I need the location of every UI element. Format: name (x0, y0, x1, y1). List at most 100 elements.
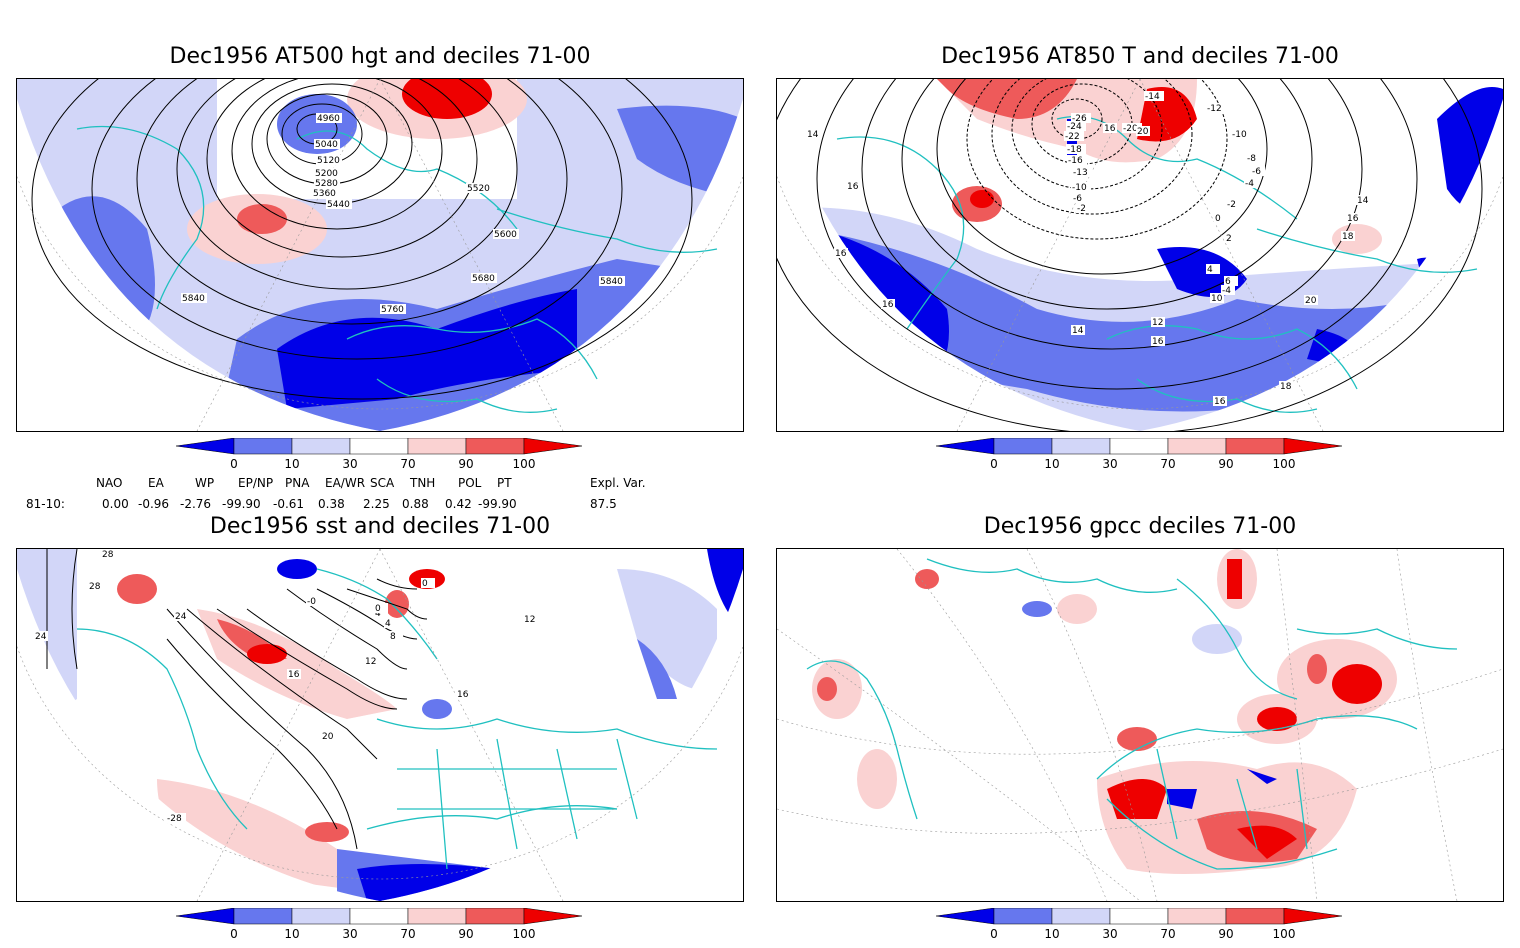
contour-label-background (1346, 213, 1360, 223)
colorbar-segment-1 (1051, 907, 1111, 925)
colorbar-segment-3 (407, 437, 467, 455)
index-value: -0.61 (273, 497, 305, 511)
index-value: 0.00 (102, 497, 129, 511)
colorbar-tick-label: 30 (342, 927, 357, 941)
contour-label: 4 (1207, 265, 1213, 275)
contour-label: 16 (847, 182, 859, 192)
colorbar-segment-0 (993, 907, 1053, 925)
contour-label: 14 (1357, 196, 1369, 206)
contour-label-background (1341, 231, 1355, 241)
index-header: SCA (370, 476, 395, 490)
index-header: PNA (285, 476, 310, 490)
contour-label-background (1244, 178, 1258, 188)
contour-label: 5600 (494, 230, 517, 240)
index-header: PT (497, 476, 512, 490)
contour-label-background (493, 229, 519, 239)
colorbar-segment-below-0 (175, 907, 235, 925)
colorbar-segment-below-0 (175, 437, 235, 455)
colorbar-segment-0 (233, 437, 293, 455)
decile-shading-hgt (17, 79, 743, 431)
coastlines-hgt (76, 125, 718, 413)
decile-shading-sst (17, 549, 743, 901)
contour-label-background (523, 614, 537, 624)
contour-label: 24 (35, 632, 47, 642)
map-panel-hgt: 4960 5040 5120 5200 5280 5360 5440 5520 5600 5680… (16, 78, 744, 432)
contour-label-background (1225, 233, 1239, 243)
contour-label-background (1210, 293, 1224, 303)
contour-label-background (1151, 317, 1165, 327)
contour-label-background (1221, 285, 1235, 295)
contour-label: 16 (288, 670, 300, 680)
contour-label: -0 (307, 597, 316, 607)
contour-label: 0 (422, 579, 428, 589)
contour-label-background (384, 618, 398, 628)
panel-title-hgt: Dec1956 AT500 hgt and deciles 71-00 (169, 44, 591, 69)
colorbar-tick-label: 10 (1044, 457, 1059, 471)
contour-label-background (1206, 264, 1220, 274)
contour-label-background (287, 669, 301, 679)
contour-label-background (1144, 91, 1164, 101)
contour-label-background (166, 813, 186, 823)
contour-label: 5360 (313, 189, 336, 199)
colorbar-segment-0 (993, 437, 1053, 455)
contour-label: 16 (835, 249, 847, 259)
colorbar-sst: 0 10 30 70 90 100 (172, 907, 592, 944)
coastlines-gpcc (806, 558, 1458, 870)
contour-label: 16 (1152, 337, 1164, 347)
colorbar-segment-3 (1167, 437, 1227, 455)
colorbar-segment-2 (1109, 907, 1169, 925)
contour-label: 20 (1305, 296, 1317, 306)
colorbar-tick-label: 10 (1044, 927, 1059, 941)
colorbar-segment-4 (1225, 437, 1285, 455)
contour-label-background (1151, 336, 1165, 346)
contour-label-background (34, 631, 48, 641)
contour-label: -2 (1077, 204, 1086, 214)
contour-label: 5760 (381, 305, 404, 315)
contour-label-background (181, 293, 207, 303)
map-panel-t850: -14 -12 -10 -8 -6 -4 -2 0 2 4 6 -4 10 12 14 16 18 20 16 16 1… (776, 78, 1504, 432)
contour-label-background (421, 578, 435, 588)
colorbar-tick-label: 70 (400, 457, 415, 471)
colorbar-tick-label: 100 (1273, 457, 1296, 471)
contour-label-background (306, 596, 320, 606)
contour-label-background (1231, 129, 1251, 139)
contour-label-background (1103, 123, 1117, 133)
grid-lines-hgt (17, 79, 743, 431)
index-value: -0.96 (138, 497, 170, 511)
contour-label-background (314, 178, 340, 188)
colorbar-segment-above-100 (1283, 437, 1343, 455)
contour-label: -10 (1072, 183, 1087, 193)
contour-label-background (1206, 103, 1226, 113)
contour-label-background (326, 199, 352, 209)
contour-label-background (1066, 144, 1086, 154)
contour-label: 5440 (327, 200, 350, 210)
contour-label-background (1304, 295, 1318, 305)
contour-label: 16 (1347, 214, 1359, 224)
contour-labels-t850: -14-12-10-8-6-4-20246-410121416182016161… (806, 91, 1370, 407)
contour-label: -10 (1232, 130, 1247, 140)
colorbar-tick-label: 70 (400, 927, 415, 941)
contour-label-background (1072, 167, 1092, 177)
contour-label: 28 (89, 582, 101, 592)
contour-label-background (1066, 121, 1086, 131)
colorbar-segment-4 (1225, 907, 1285, 925)
contour-label: 10 (1211, 294, 1223, 304)
colorbar-tick-label: 90 (458, 457, 473, 471)
contour-label: 12 (524, 615, 535, 625)
contour-label: -26 (1072, 114, 1087, 124)
colorbar-segment-below-0 (935, 437, 995, 455)
temperature-contours (777, 79, 1483, 431)
contour-label-background (316, 113, 342, 123)
colorbar-segment-3 (407, 907, 467, 925)
colorbar-segment-2 (349, 907, 409, 925)
indices-values: 81-10: 0.00 -0.96 -2.76 -99.90 -0.61 0.38 2.25 0… (0, 497, 720, 513)
contour-label-background (88, 581, 102, 591)
colorbar-tick-label: 0 (990, 457, 998, 471)
contour-label: -4 (1245, 179, 1254, 189)
contour-label: 8 (390, 632, 396, 642)
index-value: 0.88 (402, 497, 429, 511)
grid-lines-t850 (777, 79, 1503, 431)
contour-label: -18 (1067, 145, 1082, 155)
panel-title-sst: Dec1956 sst and deciles 71-00 (209, 514, 551, 539)
contour-label-background (1122, 123, 1142, 133)
